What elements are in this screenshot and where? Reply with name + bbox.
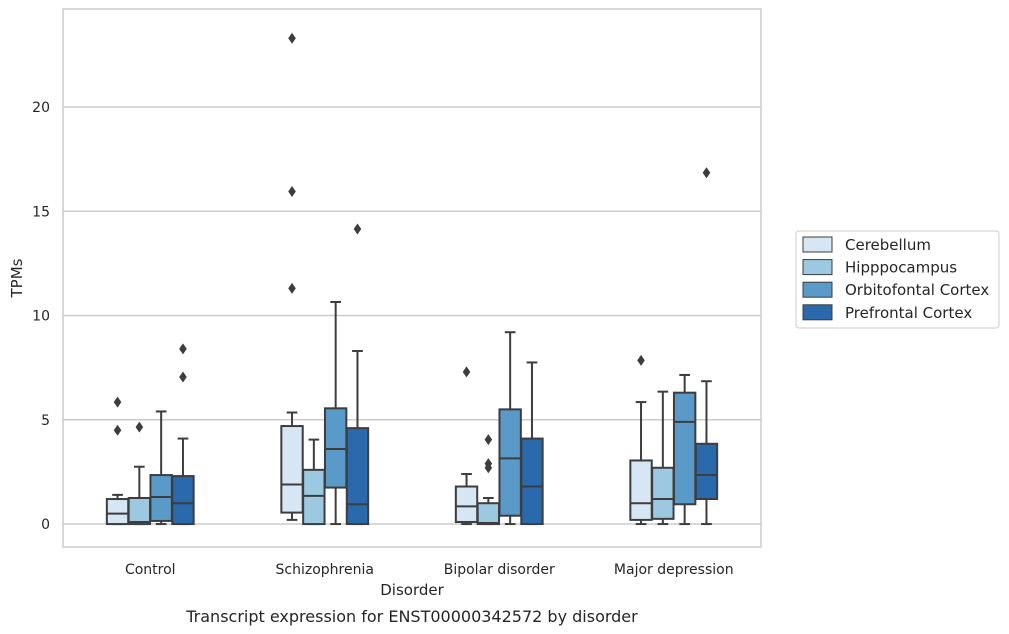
box-body [323, 407, 348, 489]
legend-label: Cerebellum [845, 236, 931, 254]
y-axis-ticks: 0 5 10 15 20 [32, 100, 50, 533]
box-body [694, 442, 719, 501]
box-cerebellum [454, 366, 479, 526]
outlier-point [484, 458, 493, 470]
boxes [105, 32, 719, 526]
outlier-point [462, 366, 471, 378]
legend-swatch [802, 236, 833, 253]
box-body [302, 468, 326, 526]
y-tick-label: 10 [32, 309, 50, 325]
outlier-point [113, 396, 122, 408]
box-body [171, 475, 195, 526]
box-cerebellum [629, 354, 653, 526]
x-tick-label: Major depression [614, 562, 734, 578]
box-orbitofontal-cortex [323, 300, 348, 526]
box-body [105, 498, 130, 526]
outlier-point [288, 185, 296, 197]
legend-swatch [802, 259, 833, 276]
box-hipppocampus [651, 390, 675, 526]
legend-label: Hipppocampus [845, 259, 957, 277]
box-body [127, 496, 152, 526]
box-orbitofontal-cortex [672, 373, 697, 526]
x-axis-label: Disorder [380, 581, 444, 599]
y-tick-label: 0 [41, 517, 50, 533]
y-tick-label: 15 [32, 204, 50, 220]
box-body [345, 427, 370, 526]
outlier-point [135, 421, 144, 433]
box-body [672, 391, 697, 506]
box-prefrontal-cortex [171, 343, 195, 526]
chart-caption: Transcript expression for ENST0000034257… [185, 607, 638, 626]
box-body [149, 474, 173, 522]
legend-label: Prefrontal Cortex [845, 304, 972, 322]
outlier-point [484, 434, 493, 446]
box-cerebellum [105, 396, 130, 526]
outlier-point [637, 354, 645, 366]
legend: Cerebellum Hipppocampus Orbitofontal Corte… [795, 230, 1000, 329]
box-hipppocampus [302, 438, 326, 526]
box-body [651, 466, 675, 520]
x-tick-label: Bipolar disorder [444, 562, 555, 578]
outlier-point [353, 223, 362, 235]
outlier-point [179, 343, 187, 355]
outlier-point [113, 424, 122, 436]
legend-swatch [802, 281, 833, 298]
gridlines [63, 106, 761, 525]
box-body [280, 425, 304, 514]
box-orbitofontal-cortex [149, 410, 173, 526]
y-tick-label: 20 [32, 100, 50, 116]
box-body [454, 485, 479, 523]
x-axis-ticks: Control Schizophrenia Bipolar disorder Majo… [125, 562, 734, 578]
legend-label: Orbitofontal Cortex [845, 281, 989, 299]
box-orbitofontal-cortex [498, 331, 522, 526]
y-tick-label: 5 [41, 413, 50, 429]
box-body [476, 502, 501, 526]
outlier-point [288, 32, 296, 44]
box-hipppocampus [476, 434, 501, 526]
x-tick-label: Schizophrenia [276, 562, 374, 578]
box-prefrontal-cortex [520, 361, 544, 526]
outlier-point [179, 371, 187, 383]
plot-area-frame [62, 8, 762, 548]
outlier-point [702, 167, 711, 179]
box-hipppocampus [127, 421, 152, 526]
box-body [520, 437, 544, 526]
box-prefrontal-cortex [345, 223, 370, 526]
box-body [498, 408, 522, 517]
legend-swatch [802, 304, 833, 321]
y-axis-label: TPMs [8, 258, 26, 298]
box-body [629, 459, 653, 521]
box-cerebellum [280, 32, 304, 521]
outlier-point [288, 282, 296, 294]
legend-frame [795, 230, 1000, 329]
x-tick-label: Control [125, 562, 176, 578]
box-prefrontal-cortex [694, 167, 719, 526]
